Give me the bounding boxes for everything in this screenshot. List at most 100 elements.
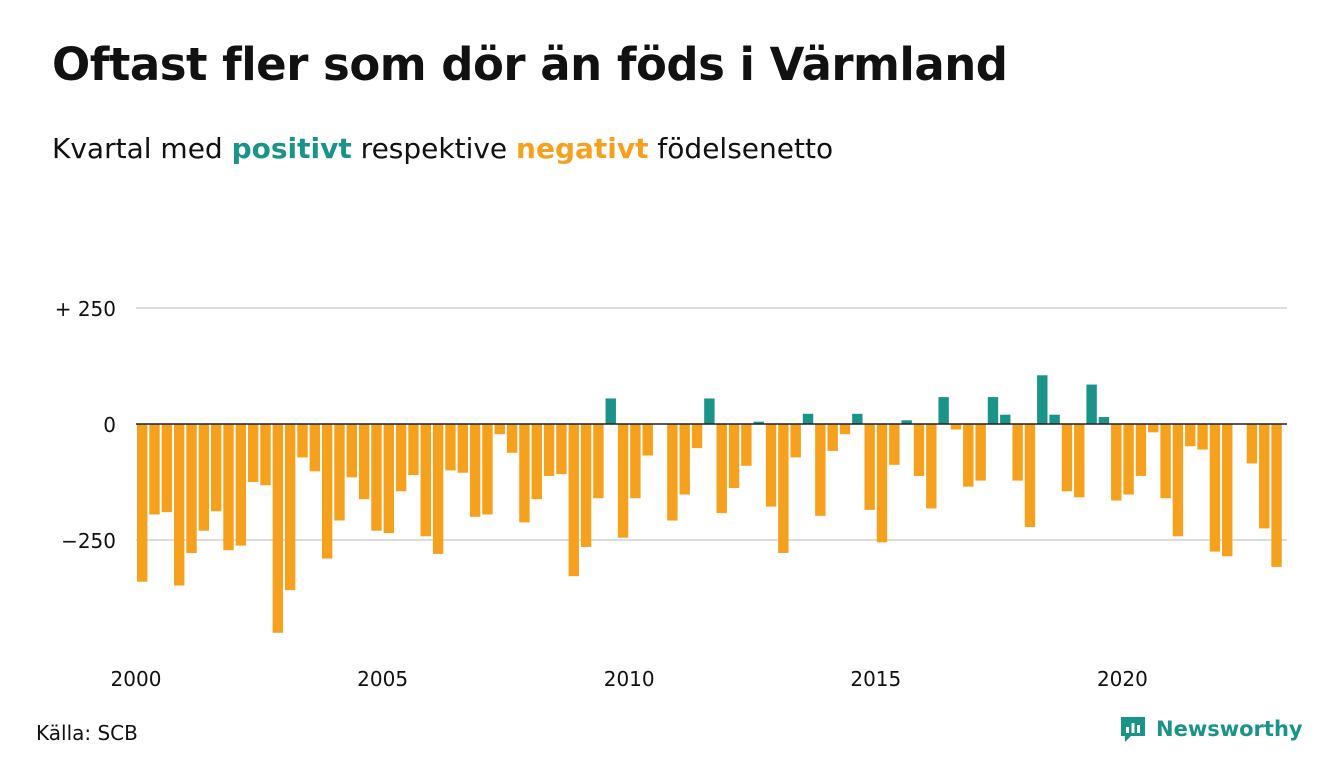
- bar: [371, 424, 382, 531]
- x-tick-label: 2015: [850, 667, 901, 691]
- subtitle-prefix: Kvartal med: [52, 132, 232, 165]
- bar: [963, 424, 974, 487]
- bar: [272, 424, 284, 633]
- bar: [519, 424, 530, 523]
- bar: [975, 424, 986, 481]
- bar: [716, 424, 727, 514]
- x-tick-label: 2020: [1097, 667, 1148, 691]
- bar: [889, 424, 900, 465]
- bar: [334, 424, 345, 521]
- x-tick-label: 2010: [604, 667, 655, 691]
- bar: [1135, 424, 1147, 476]
- bar: [753, 421, 764, 424]
- bar: [926, 424, 937, 509]
- bar: [642, 424, 653, 456]
- bar: [728, 424, 740, 489]
- bar: [531, 424, 542, 500]
- bar: [223, 424, 234, 551]
- axes: + 250 0 −250 2000 2005 2010 2015 2020: [55, 297, 1287, 691]
- bar: [605, 398, 616, 424]
- bar: [1271, 424, 1282, 567]
- bar: [913, 424, 925, 476]
- source-note: Källa: SCB: [36, 721, 138, 745]
- bar: [1061, 424, 1073, 492]
- bar: [938, 397, 949, 424]
- bar: [383, 424, 394, 534]
- bar: [284, 424, 296, 591]
- subtitle-middle: respektive: [351, 132, 517, 165]
- bar: [494, 424, 505, 435]
- bar: [1222, 424, 1233, 557]
- bar: [950, 424, 962, 430]
- bar: [667, 424, 678, 521]
- bar: [210, 424, 222, 512]
- bar: [704, 398, 715, 424]
- y-tick-label: 0: [103, 413, 116, 437]
- bar: [839, 424, 851, 435]
- bar: [1037, 375, 1048, 424]
- bar: [1123, 424, 1134, 495]
- bar: [408, 424, 419, 476]
- x-tick-label: 2005: [357, 667, 408, 691]
- bar: [346, 424, 358, 478]
- bar: [395, 424, 407, 492]
- bar: [506, 424, 518, 453]
- bar: [1160, 424, 1171, 499]
- bar: [556, 424, 567, 475]
- bar: [1148, 424, 1159, 433]
- bar: [309, 424, 321, 472]
- bar: [1098, 417, 1110, 424]
- bar: [1024, 424, 1036, 528]
- bar: [1172, 424, 1184, 537]
- bar: [186, 424, 197, 553]
- bars: [137, 375, 1282, 633]
- bar: [321, 424, 333, 559]
- chart-subtitle: Kvartal med positivt respektive negativt…: [52, 132, 833, 165]
- newsworthy-logo-icon: [1121, 717, 1145, 742]
- bar: [543, 424, 555, 476]
- bar: [691, 424, 703, 449]
- subtitle-negative-word: negativt: [516, 132, 649, 165]
- bar: [469, 424, 481, 517]
- bar: [137, 424, 148, 582]
- brand-logo: Newsworthy: [1118, 714, 1303, 744]
- chart-title: Oftast fler som dör än föds i Värmland: [52, 38, 1008, 91]
- bar: [1185, 424, 1196, 447]
- bar: [1012, 424, 1023, 481]
- bar: [482, 424, 493, 515]
- bar: [568, 424, 579, 577]
- bar: [864, 424, 875, 510]
- bar: [741, 424, 752, 466]
- bar: [876, 424, 888, 543]
- bar: [161, 424, 173, 513]
- bar: [420, 424, 431, 537]
- bar: [1049, 414, 1060, 424]
- bar: [1246, 424, 1258, 464]
- bar: [432, 424, 444, 554]
- bar: [235, 424, 247, 546]
- subtitle-positive-word: positivt: [231, 132, 352, 165]
- bar: [1086, 384, 1097, 424]
- bar: [1074, 424, 1085, 498]
- bar: [1111, 424, 1122, 501]
- bar: [149, 424, 160, 515]
- bar: [445, 424, 456, 471]
- bar: [827, 424, 838, 451]
- bar: [1000, 414, 1011, 424]
- bar: [901, 420, 912, 424]
- bar: [790, 424, 801, 458]
- bar: [630, 424, 641, 499]
- bar: [260, 424, 271, 486]
- bar: [765, 424, 777, 507]
- bar: [679, 424, 690, 495]
- bar: [297, 424, 308, 458]
- bar: [358, 424, 370, 500]
- bar: [457, 424, 468, 473]
- bar: [580, 424, 592, 547]
- bar: [1197, 424, 1208, 450]
- bar: [778, 424, 789, 553]
- brand-name: Newsworthy: [1156, 717, 1303, 741]
- bar: [852, 413, 863, 424]
- bar: [173, 424, 185, 586]
